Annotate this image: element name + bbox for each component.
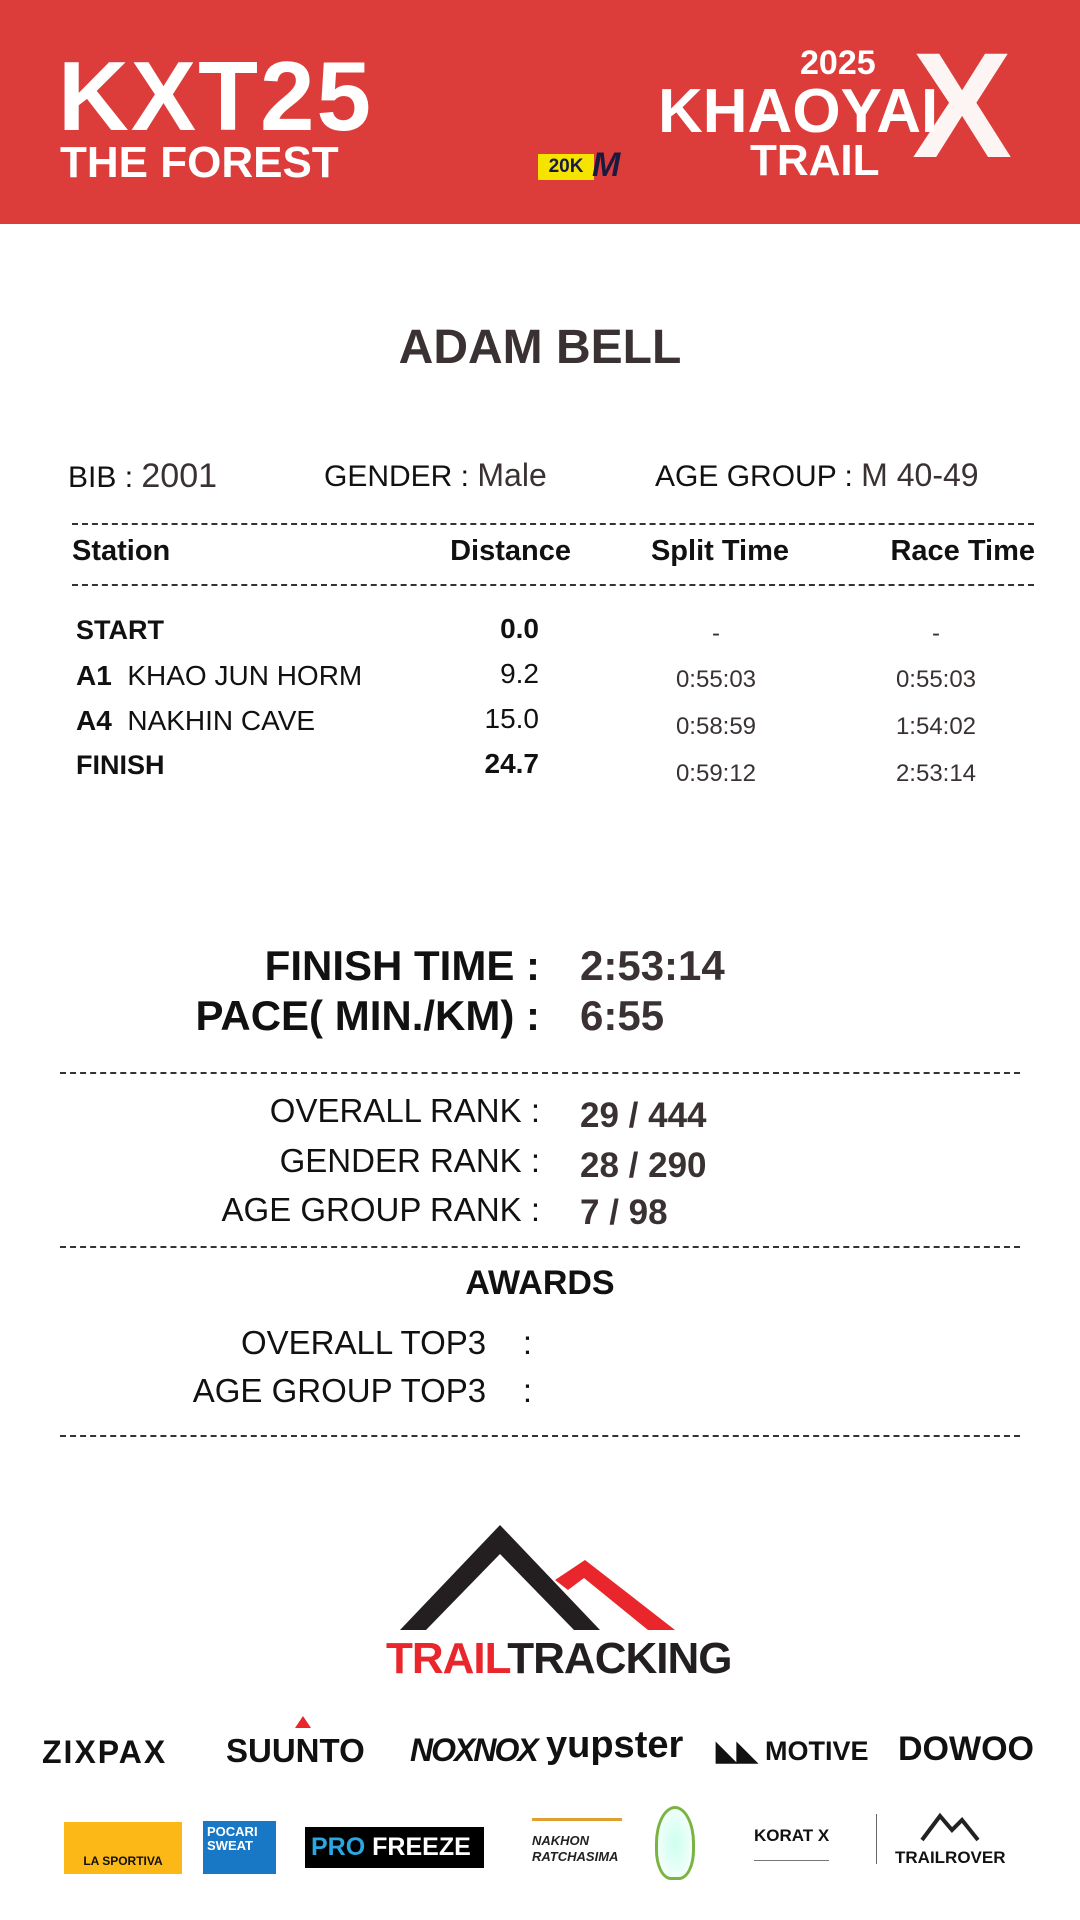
- suunto-triangle-icon: [295, 1716, 311, 1728]
- race-time: 1:54:02: [895, 713, 977, 740]
- gender-field: GENDER : Male: [324, 457, 547, 494]
- sponsor-noxnox: NOXNOX: [410, 1732, 539, 1768]
- sponsor-nakhon-ratchasima: NAKHON RATCHASIMA: [532, 1818, 622, 1872]
- split-time: 0:59:12: [675, 760, 757, 787]
- age-group-value: M 40-49: [861, 457, 979, 493]
- trailtracking-mountain-icon: [400, 1525, 675, 1630]
- race-time: -: [932, 620, 940, 647]
- finish-time-value: 2:53:14: [580, 942, 725, 989]
- trail-logo: TRAIL: [750, 136, 880, 185]
- overall-rank-value: 29 / 444: [580, 1096, 707, 1135]
- logo-part-trail: TRAIL: [386, 1634, 508, 1683]
- sponsor-yupster: yupster: [546, 1724, 684, 1766]
- split-time: 0:58:59: [675, 713, 757, 740]
- sponsor-pocari-sweat: POCARI SWEAT: [203, 1821, 276, 1874]
- logo-part-tracking: TRACKING: [507, 1634, 732, 1683]
- trailrover-mountain-icon: [920, 1812, 980, 1842]
- pace-value: 6:55: [580, 992, 665, 1039]
- split-time: -: [712, 620, 720, 647]
- bib-label: BIB :: [68, 461, 134, 494]
- gender-rank-label: GENDER RANK :: [279, 1142, 540, 1179]
- motive-text: MOTIVE: [765, 1736, 869, 1766]
- col-race-time: Race Time: [890, 535, 1035, 567]
- overall-rank-label: OVERALL RANK :: [269, 1092, 540, 1129]
- awards-title: AWARDS: [465, 1264, 615, 1302]
- age-group-rank-label: AGE GROUP RANK :: [221, 1191, 540, 1228]
- sponsor-trailrover: TRAILROVER: [895, 1848, 1006, 1867]
- age-group-label: AGE GROUP :: [655, 460, 853, 493]
- col-station: Station: [72, 535, 171, 567]
- year-label: 2025: [800, 44, 876, 82]
- race-time: 2:53:14: [895, 760, 977, 787]
- bib-value: 2001: [141, 457, 218, 495]
- divider: [60, 1072, 1020, 1074]
- kxt25-logo: KXT25: [58, 41, 374, 151]
- badge-mark: M: [592, 146, 621, 184]
- split-time: 0:55:03: [675, 666, 757, 693]
- sponsor-la-sportiva: LA SPORTIVA: [64, 1822, 182, 1874]
- station-code: FINISH: [76, 750, 165, 780]
- distance: 15.0: [484, 703, 540, 734]
- distance: 0.0: [500, 613, 539, 644]
- station-code: A4: [76, 705, 112, 736]
- bib-field: BIB : 2001: [68, 457, 217, 496]
- freeze-text: FREEZE: [372, 1833, 471, 1861]
- pace-label: PACE( MIN./KM) :: [195, 992, 540, 1039]
- sponsor-suunto: SUUNTO: [226, 1732, 365, 1769]
- distance: 9.2: [500, 658, 539, 689]
- col-split-time: Split Time: [650, 535, 790, 567]
- distance-badge: 20K: [538, 154, 594, 180]
- col-distance: Distance: [450, 535, 571, 567]
- divider: [60, 1246, 1020, 1248]
- station-name: NAKHIN CAVE: [127, 705, 316, 736]
- age-group-field: AGE GROUP : M 40-49: [655, 457, 979, 494]
- sponsor-motive: ◣◣ MOTIVE: [716, 1736, 869, 1766]
- gender-rank-value: 28 / 290: [580, 1146, 707, 1185]
- event-header: KXT25 THE FOREST 20K M 2025 KHAOYAI TRAI…: [0, 0, 1080, 224]
- province-seal-icon: [655, 1806, 695, 1880]
- the-forest-logo: THE FOREST: [60, 138, 339, 187]
- runner-name: ADAM BELL: [398, 321, 682, 374]
- trailtracking-logo: TRAILTRACKING: [386, 1634, 732, 1684]
- pro-text: PRO: [311, 1833, 366, 1861]
- station-name: KHAO JUN HORM: [127, 660, 363, 691]
- x-mark-logo: X: [912, 21, 1013, 189]
- khaoyai-logo: KHAOYAI: [658, 77, 939, 146]
- divider: [876, 1814, 877, 1864]
- race-time: 0:55:03: [895, 666, 977, 693]
- sponsor-zixpax: ZIXPAX: [42, 1734, 168, 1770]
- station-code: START: [76, 615, 164, 645]
- divider: [72, 584, 1034, 586]
- sponsor-pro-freeze: PRO FREEZE: [305, 1827, 484, 1868]
- age-group-top3-label: AGE GROUP TOP3 :: [192, 1372, 532, 1409]
- gender-label: GENDER :: [324, 460, 470, 493]
- station-code: A1: [76, 660, 112, 691]
- overall-top3-label: OVERALL TOP3 :: [240, 1324, 532, 1361]
- gender-value: Male: [477, 457, 547, 493]
- sponsor-dowoo: DOWOO: [898, 1730, 1034, 1768]
- distance: 24.7: [484, 748, 540, 779]
- age-group-rank-value: 7 / 98: [580, 1193, 668, 1232]
- divider: [60, 1435, 1020, 1437]
- sponsor-korat-x: KORAT X: [754, 1826, 830, 1861]
- finish-time-label: FINISH TIME :: [264, 942, 540, 989]
- divider: [72, 523, 1034, 525]
